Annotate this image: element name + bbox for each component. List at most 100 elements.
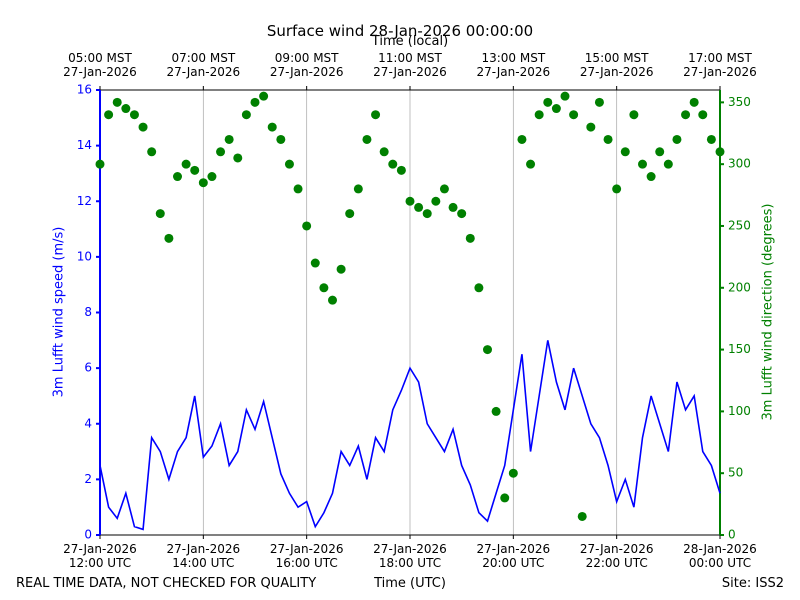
direction-point [129, 110, 139, 120]
footer-note: REAL TIME DATA, NOT CHECKED FOR QUALITY [16, 576, 317, 591]
direction-point [147, 147, 157, 157]
chart-title: Surface wind 28-Jan-2026 00:00:00 [266, 22, 534, 40]
direction-point [646, 172, 656, 182]
direction-point [216, 147, 226, 157]
direction-point [405, 196, 415, 206]
direction-point [207, 172, 217, 182]
direction-point [715, 147, 725, 157]
direction-point [534, 110, 544, 120]
direction-point [638, 159, 647, 169]
direction-point [414, 202, 424, 212]
y2-tick-label: 100 [728, 404, 751, 418]
direction-point [164, 233, 174, 243]
direction-point [672, 134, 682, 144]
direction-point [284, 159, 294, 169]
direction-point [465, 233, 475, 243]
direction-point [259, 91, 269, 101]
direction-point [138, 122, 148, 132]
direction-point [181, 159, 191, 169]
x2-tick-label: 05:00 MST 27-Jan-2026 [63, 51, 137, 79]
direction-point [551, 104, 561, 114]
x-tick-label: 28-Jan-2026 00:00 UTC [683, 542, 757, 570]
direction-point [310, 258, 320, 268]
direction-point [543, 97, 553, 107]
direction-point [362, 134, 372, 144]
direction-point [431, 196, 441, 206]
direction-point [508, 468, 518, 478]
direction-point [155, 209, 165, 219]
direction-point [233, 153, 243, 163]
direction-point [422, 209, 432, 219]
site-label: Site: ISS2 [721, 576, 784, 591]
x2-tick-label: 15:00 MST 27-Jan-2026 [579, 51, 654, 79]
y2-axis-label: 3m Lufft wind direction (degrees) [760, 203, 776, 421]
y-tick-label: 8 [84, 305, 92, 319]
x-tick-label: 27-Jan-2026 18:00 UTC [373, 542, 447, 570]
y-axis-label: 3m Lufft wind speed (m/s) [51, 226, 67, 398]
direction-point [345, 209, 355, 219]
direction-point [612, 184, 622, 194]
x-tick-label: 27-Jan-2026 16:00 UTC [269, 542, 344, 570]
direction-point [629, 110, 639, 120]
y2-tick-label: 250 [728, 218, 751, 232]
direction-point [379, 147, 389, 157]
direction-point [569, 110, 579, 120]
direction-point [689, 97, 699, 107]
direction-point [706, 134, 716, 144]
y-tick-label: 2 [84, 472, 92, 486]
direction-point [267, 122, 277, 132]
x-tick-label: 27-Jan-2026 20:00 UTC [476, 542, 551, 570]
y2-tick-label: 350 [728, 95, 751, 109]
direction-point [224, 134, 234, 144]
y2-tick-label: 300 [728, 157, 751, 171]
direction-point [95, 159, 105, 169]
direction-point [276, 134, 286, 144]
x-tick-label: 27-Jan-2026 22:00 UTC [579, 542, 654, 570]
x2-tick-label: 09:00 MST 27-Jan-2026 [269, 51, 344, 79]
direction-point [663, 159, 673, 169]
direction-point [173, 172, 182, 182]
y2-tick-label: 0 [728, 528, 736, 542]
direction-point [336, 264, 346, 274]
y-tick-label: 0 [84, 528, 92, 542]
direction-point [198, 178, 208, 188]
y-tick-label: 12 [77, 194, 92, 208]
speed-line [99, 340, 721, 531]
direction-point [190, 165, 200, 175]
x2-tick-label: 17:00 MST 27-Jan-2026 [683, 51, 757, 79]
y2-tick-label: 200 [728, 280, 751, 294]
direction-point [241, 110, 251, 120]
direction-point [577, 511, 587, 521]
direction-point [698, 110, 708, 120]
x-tick-label: 27-Jan-2026 12:00 UTC [63, 542, 137, 570]
direction-point [500, 493, 510, 503]
direction-point [371, 110, 381, 120]
direction-point [560, 91, 570, 101]
direction-point [620, 147, 630, 157]
x2-tick-label: 13:00 MST 27-Jan-2026 [476, 51, 551, 79]
direction-point [250, 97, 260, 107]
y-tick-label: 14 [77, 138, 92, 152]
direction-point [319, 283, 329, 293]
direction-point [681, 110, 691, 120]
direction-point [526, 159, 536, 169]
x2-axis-label: Time (local) [371, 34, 449, 49]
direction-point [491, 406, 501, 416]
x-tick-label: 27-Jan-2026 14:00 UTC [166, 542, 241, 570]
direction-point [603, 134, 613, 144]
direction-point [388, 159, 398, 169]
y-tick-label: 10 [77, 249, 92, 263]
y2-tick-label: 150 [728, 342, 751, 356]
direction-point [353, 184, 363, 194]
direction-point [517, 134, 527, 144]
direction-point [483, 345, 492, 355]
direction-point [396, 165, 406, 175]
direction-point [112, 97, 122, 107]
x2-tick-label: 07:00 MST 27-Jan-2026 [166, 51, 241, 79]
direction-point [328, 295, 337, 305]
direction-point [121, 104, 131, 114]
direction-point [474, 283, 484, 293]
direction-point [104, 110, 114, 120]
